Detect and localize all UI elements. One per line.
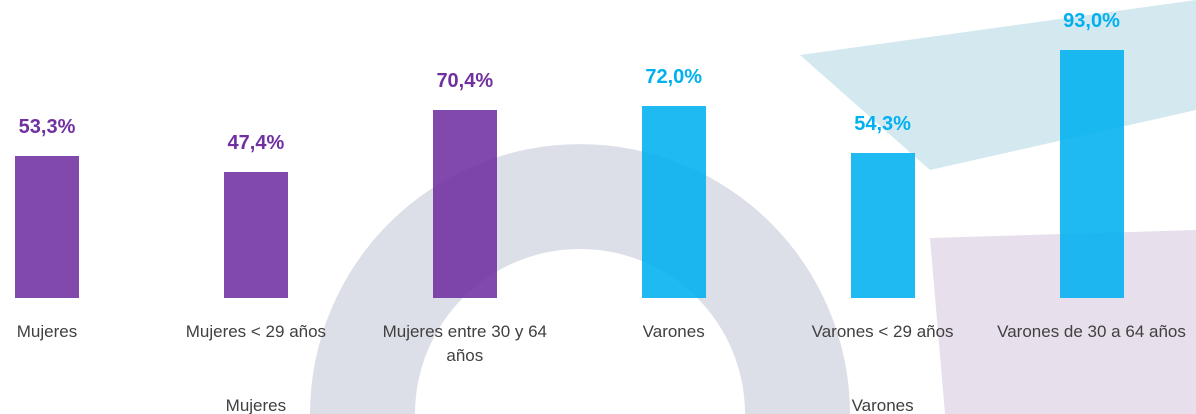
category-label: Varones de 30 a 64 años — [997, 322, 1186, 341]
bar — [432, 110, 497, 298]
value-label: 70,4% — [436, 70, 494, 93]
category-label: Varones — [642, 322, 705, 341]
category-label: Mujeres < 29 años — [185, 322, 327, 341]
bar — [15, 155, 79, 298]
group-label: Varones — [851, 396, 914, 414]
value-label: 47,4% — [227, 131, 285, 154]
lavender-shape — [930, 230, 1196, 414]
bar — [641, 105, 706, 298]
value-label: 72,0% — [645, 65, 703, 88]
value-label: 53,3% — [18, 115, 76, 138]
value-label: 54,3% — [854, 113, 911, 136]
bar — [850, 153, 915, 298]
category-label: Varones < 29 años — [811, 322, 954, 341]
category-label: Mujeres entre 30 y 64 años — [382, 322, 547, 365]
bar — [223, 171, 288, 298]
ring-shape — [310, 144, 850, 414]
value-label: 93,0% — [1063, 9, 1120, 32]
category-label: Mujeres — [16, 322, 78, 341]
bar — [1059, 49, 1124, 298]
group-label: Mujeres — [225, 396, 287, 414]
